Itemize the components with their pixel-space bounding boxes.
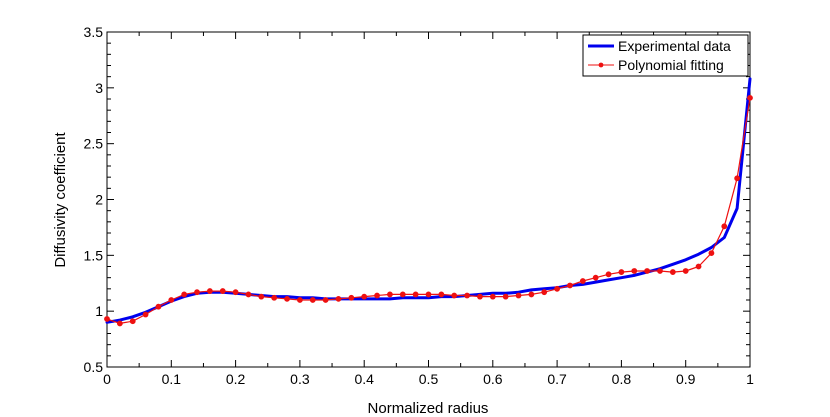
data-point — [129, 318, 136, 325]
data-point — [194, 289, 200, 296]
x-axis-title: Normalized radius — [368, 400, 489, 417]
x-tick-label: 0.4 — [354, 371, 374, 387]
data-point — [374, 292, 380, 299]
y-tick-label: 2 — [95, 192, 103, 208]
data-point — [747, 94, 753, 101]
legend-label-polynomial: Polynomial fitting — [618, 57, 724, 73]
x-tick-label: 0.8 — [612, 371, 632, 387]
data-point — [734, 175, 741, 182]
legend-label-experimental: Experimental data — [618, 38, 731, 54]
y-tick-label: 0.5 — [84, 359, 104, 375]
data-point — [669, 269, 676, 275]
data-point — [657, 268, 663, 274]
data-point — [297, 297, 303, 303]
data-point — [104, 316, 110, 322]
data-point — [451, 292, 458, 299]
data-point — [335, 295, 342, 302]
data-point — [168, 297, 175, 303]
data-point — [258, 293, 265, 300]
data-point — [631, 268, 638, 274]
y-tick-labels: 0.5 1 1.5 2 2.5 3 3.5 — [84, 24, 104, 375]
data-point — [721, 223, 728, 230]
data-point — [682, 268, 689, 274]
x-tick-label: 0.1 — [162, 371, 182, 387]
data-point — [412, 291, 419, 298]
data-point — [592, 274, 599, 281]
y-tick-label: 3.5 — [84, 24, 104, 40]
data-point — [348, 294, 355, 301]
x-tick-label: 0.9 — [676, 371, 696, 387]
data-point — [206, 288, 213, 294]
data-point — [425, 291, 432, 298]
y-axis-title: Diffusivity coefficient — [52, 132, 69, 268]
x-tick-label: 0.6 — [483, 371, 503, 387]
data-point — [644, 268, 651, 274]
data-point — [142, 311, 149, 318]
data-point — [322, 297, 329, 303]
series-line-0 — [105, 77, 752, 324]
y-tick-label: 3 — [95, 80, 103, 96]
data-point — [232, 289, 239, 296]
data-point — [219, 288, 226, 294]
data-point — [284, 295, 290, 302]
data-point — [438, 291, 445, 298]
x-tick-label: 0 — [103, 371, 111, 387]
data-point — [554, 285, 560, 292]
legend: Experimental data Polynomial fitting — [582, 34, 749, 77]
data-point — [515, 292, 522, 299]
plot-area — [106, 31, 751, 368]
data-point — [528, 291, 535, 298]
data-point — [618, 269, 625, 275]
x-tick-label: 1 — [746, 371, 754, 387]
data-point — [541, 289, 548, 296]
y-tick-label: 1.5 — [84, 247, 104, 263]
y-tick-label: 1 — [95, 303, 103, 319]
legend-box — [582, 34, 749, 77]
data-point — [271, 294, 278, 301]
x-tick-label: 0.3 — [290, 371, 310, 387]
data-point — [181, 291, 188, 298]
x-tick-label: 0.5 — [419, 371, 439, 387]
data-point — [399, 291, 406, 298]
data-point — [309, 297, 316, 303]
data-point — [708, 250, 715, 257]
data-point — [464, 292, 470, 299]
data-point — [695, 263, 702, 270]
data-point — [502, 293, 509, 300]
data-point — [155, 303, 162, 310]
data-point — [361, 293, 368, 300]
y-tick-label: 2.5 — [84, 136, 104, 152]
x-tick-labels: 0 0.1 0.2 0.3 0.4 0.5 0.6 0.7 0.8 0.9 1 — [103, 371, 754, 387]
x-tick-label: 0.7 — [547, 371, 567, 387]
data-point — [605, 271, 612, 278]
series-layer — [104, 77, 753, 327]
legend-marker-polynomial — [598, 62, 604, 68]
data-point — [387, 291, 393, 298]
data-point — [567, 282, 573, 289]
data-point — [116, 320, 123, 327]
data-point — [489, 293, 496, 300]
data-point — [245, 291, 252, 298]
data-point — [579, 278, 586, 284]
x-tick-label: 0.2 — [226, 371, 246, 387]
data-point — [477, 293, 483, 300]
